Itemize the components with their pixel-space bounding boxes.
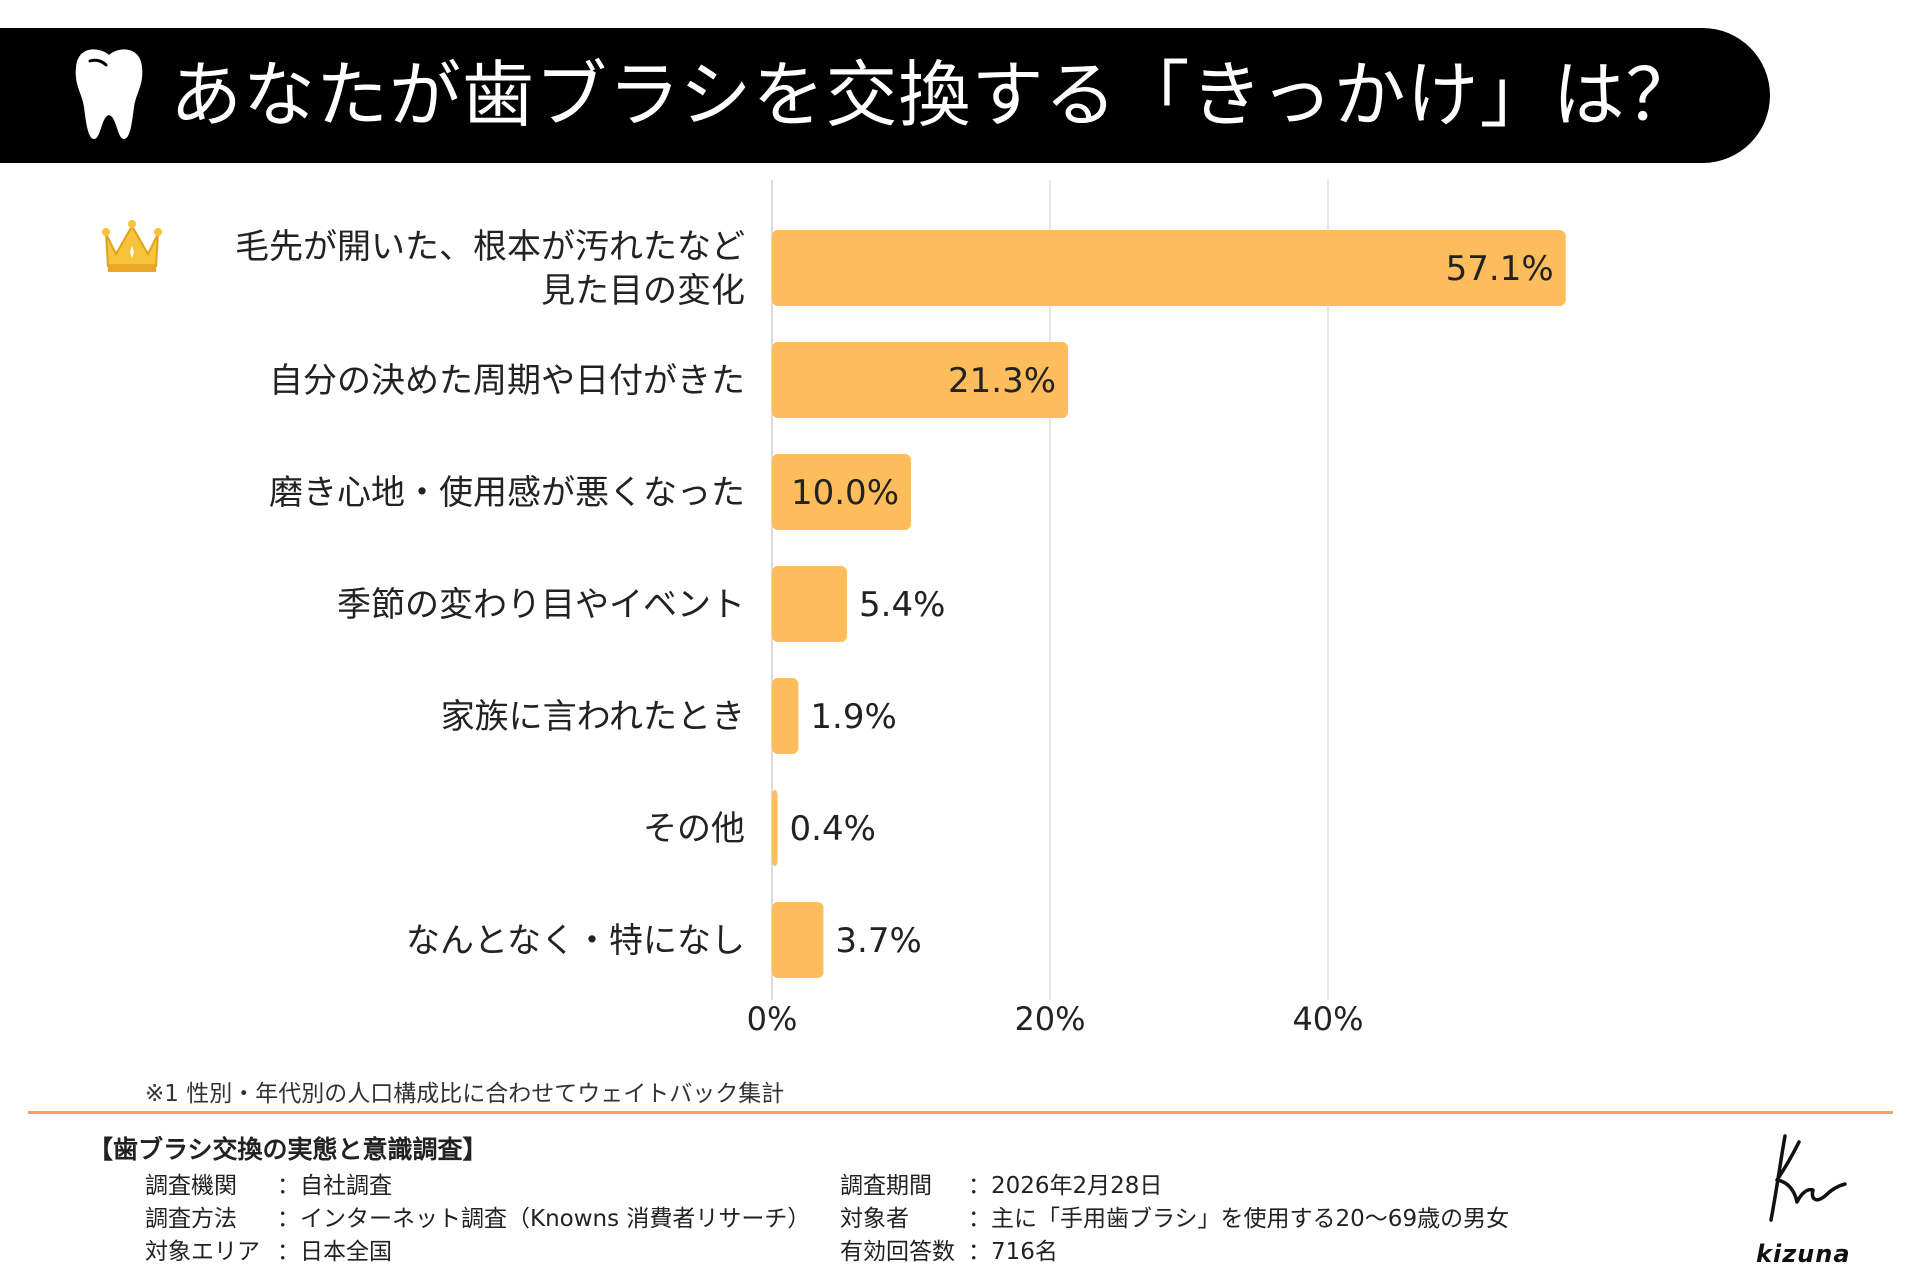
meta-row: 対象者 ：主に「手用歯ブラシ」を使用する20～69歳の男女 — [840, 1203, 1509, 1236]
category-label: 磨き心地・使用感が悪くなった — [269, 473, 745, 513]
study-meta-left: 調査機関 ：自社調査 調査方法 ：インターネット調査（Knowns 消費者リサーチ）… — [145, 1170, 810, 1269]
title-bar — [0, 28, 1770, 163]
meta-value: ：716名 — [968, 1239, 1058, 1265]
tooth-icon — [75, 49, 143, 140]
x-tick-label: 0% — [747, 1000, 798, 1038]
meta-value: ：自社調査 — [277, 1173, 392, 1199]
meta-key: 調査期間 — [840, 1173, 932, 1199]
footnote: ※1 性別・年代別の人口構成比に合わせてウェイトバック集計 — [145, 1081, 785, 1107]
bar-value-label: 57.1% — [1446, 249, 1554, 289]
category-label: 季節の変わり目やイベント — [337, 585, 745, 625]
study-meta-right: 調査期間 ：2026年2月28日 対象者 ：主に「手用歯ブラシ」を使用する20～69… — [840, 1170, 1509, 1269]
x-tick-label: 20% — [1014, 1000, 1085, 1038]
meta-row: 対象エリア ：日本全国 — [145, 1236, 810, 1269]
meta-row: 調査方法 ：インターネット調査（Knowns 消費者リサーチ） — [145, 1203, 810, 1236]
bar — [772, 678, 799, 754]
page-title: あなたが歯ブラシを交換する「きっかけ」は？ — [170, 53, 1699, 137]
bar-value-label: 21.3% — [948, 361, 1056, 401]
meta-value: ：日本全国 — [277, 1239, 392, 1265]
x-tick-label: 40% — [1292, 1000, 1363, 1038]
meta-value: ：2026年2月28日 — [968, 1173, 1163, 1199]
meta-row: 調査期間 ：2026年2月28日 — [840, 1170, 1509, 1203]
category-label: 見た目の変化 — [541, 271, 745, 311]
bar — [772, 230, 1566, 306]
bar — [772, 566, 848, 642]
bar-value-label: 10.0% — [791, 473, 899, 513]
category-label: その他 — [643, 809, 745, 849]
category-label: なんとなく・特になし — [406, 921, 745, 961]
bar — [772, 342, 1069, 418]
divider — [28, 1111, 1893, 1114]
crown-icon — [102, 220, 162, 272]
meta-value: ：主に「手用歯ブラシ」を使用する20～69歳の男女 — [968, 1206, 1510, 1232]
bar-value-label: 3.7% — [835, 921, 921, 961]
meta-key: 調査方法 — [145, 1206, 237, 1232]
kizuna-logo-mark — [1769, 1134, 1847, 1222]
bar-value-label: 1.9% — [810, 697, 896, 737]
category-label: 家族に言われたとき — [441, 697, 745, 737]
meta-row: 調査機関 ：自社調査 — [145, 1170, 810, 1203]
bar-value-label: 0.4% — [790, 809, 876, 849]
meta-key: 対象エリア — [145, 1239, 260, 1265]
category-label: 毛先が開いた、根本が汚れたなど — [235, 227, 745, 267]
meta-value: ：インターネット調査（Knowns 消費者リサーチ） — [277, 1206, 811, 1232]
brand-name: kizuna — [1756, 1240, 1851, 1268]
bar — [772, 790, 778, 866]
meta-key: 調査機関 — [145, 1173, 237, 1199]
bar — [772, 902, 824, 978]
category-label: 自分の決めた周期や日付がきた — [269, 361, 745, 401]
meta-key: 対象者 — [840, 1206, 909, 1232]
meta-key: 有効回答数 — [840, 1239, 955, 1265]
meta-row: 有効回答数 ：716名 — [840, 1236, 1509, 1269]
bar — [772, 454, 911, 530]
bar-value-label: 5.4% — [859, 585, 945, 625]
study-title: 【歯ブラシ交換の実態と意識調査】 — [88, 1135, 488, 1164]
